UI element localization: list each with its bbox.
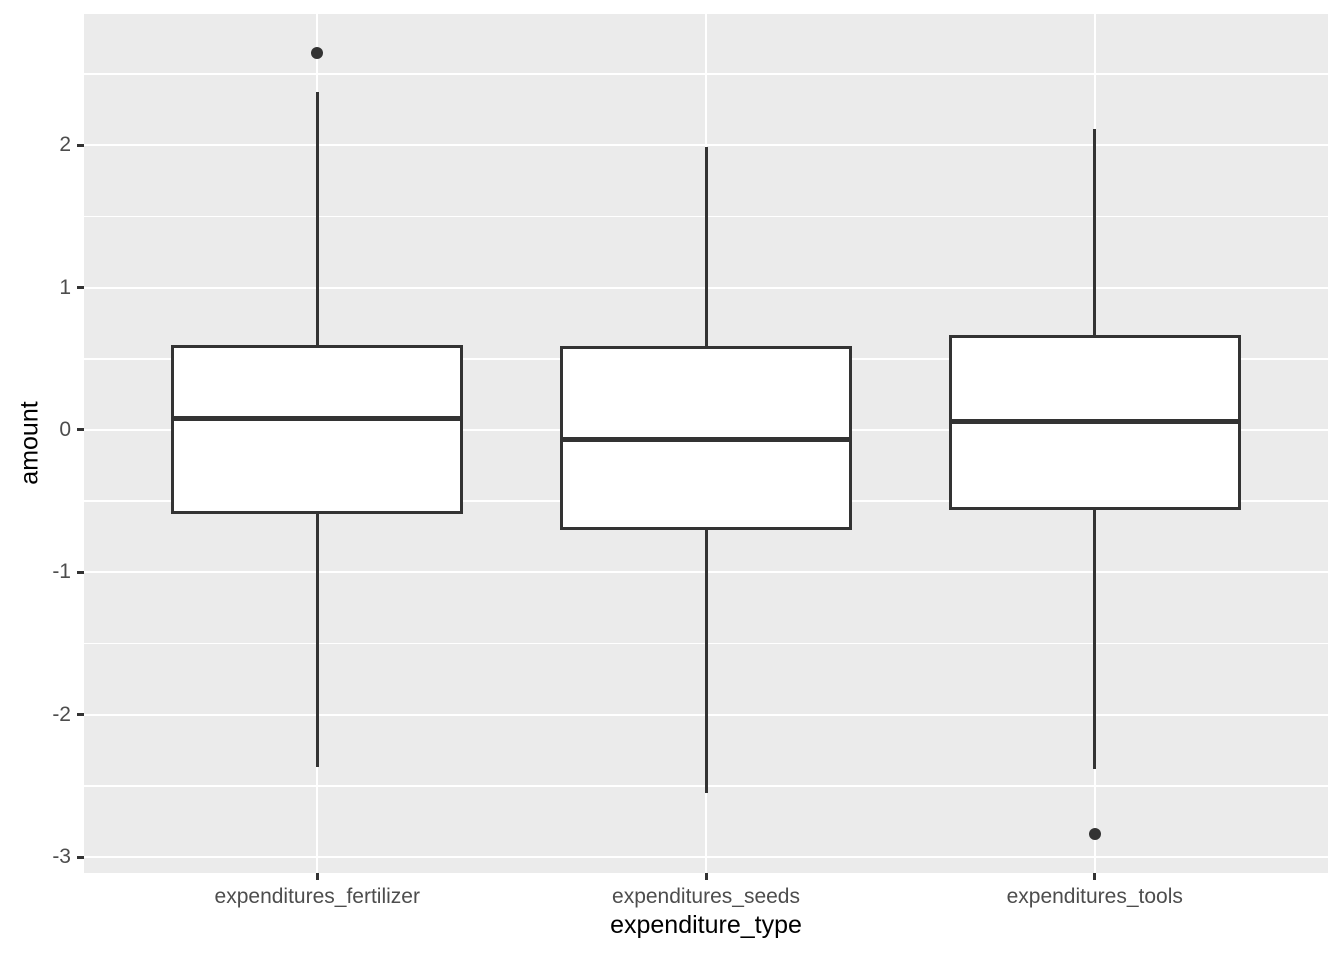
y-axis-tick-label: -2 (52, 702, 71, 726)
x-axis-title: expenditure_type (610, 911, 802, 939)
y-axis-tick (77, 855, 84, 859)
boxplot-box (171, 344, 464, 514)
y-axis-tick (77, 570, 84, 574)
boxplot-outlier-point (311, 46, 324, 59)
x-axis-tick (315, 873, 319, 880)
y-axis-tick-label: 0 (59, 417, 71, 441)
y-axis-tick-label: -3 (52, 845, 71, 869)
y-axis-tick-label: 1 (59, 275, 71, 299)
y-axis-tick (77, 428, 84, 432)
x-axis-tick (704, 873, 708, 880)
boxplot-median-line (560, 437, 852, 443)
x-axis-tick-label: expenditures_fertilizer (214, 885, 420, 908)
x-axis-tick-label: expenditures_tools (1006, 885, 1183, 908)
x-axis-tick (1093, 873, 1097, 880)
y-axis-tick-label: -1 (52, 560, 71, 584)
y-axis-tick (77, 713, 84, 717)
plot-panel (84, 14, 1328, 873)
y-axis-tick (77, 143, 84, 147)
boxplot-outlier-point (1088, 828, 1101, 841)
boxplot-median-line (171, 416, 464, 422)
boxplot-median-line (948, 418, 1241, 424)
y-axis-tick-label: 2 (59, 133, 71, 157)
x-axis-tick-label: expenditures_seeds (612, 885, 800, 908)
y-axis-tick (77, 286, 84, 290)
y-axis-title: amount (15, 401, 44, 485)
